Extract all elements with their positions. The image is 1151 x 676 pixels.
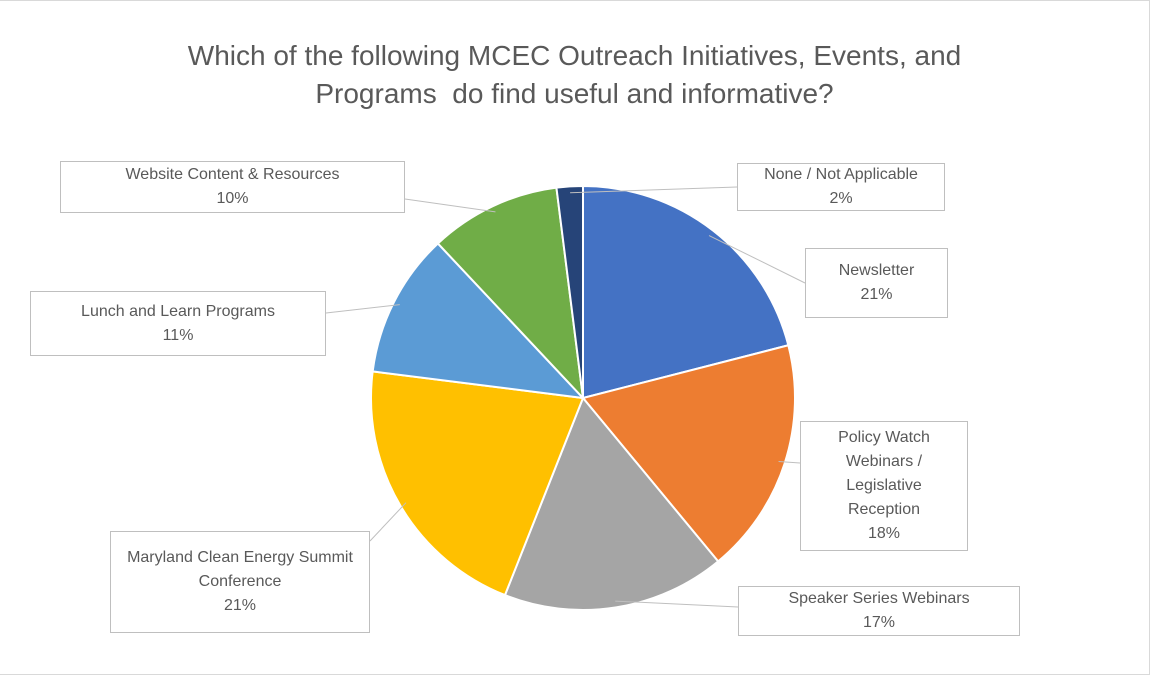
value-label: 11% (162, 326, 194, 344)
data-label: Speaker Series Webinars 17% (738, 586, 1020, 636)
value-label: 17% (862, 614, 896, 631)
pie-slice (371, 242, 586, 400)
leader-line (404, 198, 496, 213)
data-label: None / Not Applicable 2% (737, 163, 945, 211)
pie-slice (436, 186, 585, 401)
category-label: Newsletter (838, 262, 915, 279)
pie-slice (555, 184, 584, 399)
category-label: None / Not Applicable (764, 166, 918, 183)
data-label: Maryland Clean Energy Summit Conference 2… (110, 531, 370, 633)
leader-line (570, 186, 738, 194)
leader-line (369, 502, 407, 542)
pie-slice (503, 396, 720, 611)
data-label: Policy Watch Webinars / Legislative Rece… (800, 421, 968, 551)
pie-slice (582, 184, 790, 400)
data-label: Lunch and Learn Programs 11% (30, 291, 326, 356)
pie-slice (370, 370, 585, 597)
chart-title: Which of the following MCEC Outreach Ini… (187, 40, 970, 109)
leader-line (325, 304, 400, 314)
data-label: Website Content & Resources 10% (60, 161, 405, 213)
category-label: Website Content & Resources (125, 166, 340, 183)
value-label: 21% (860, 286, 893, 303)
pie-slice (581, 344, 796, 563)
category-label: Policy Watch Webinars / Legislative Rece… (838, 429, 930, 518)
category-label: Maryland Clean Energy Summit Conference (127, 549, 353, 590)
value-label: 21% (223, 597, 257, 614)
leader-line (615, 600, 739, 608)
data-label: Newsletter 21% (805, 248, 948, 318)
value-label: 18% (867, 525, 901, 542)
leader-line (778, 461, 801, 464)
value-label: 10% (216, 190, 249, 207)
leader-line (708, 235, 806, 284)
value-label: 2% (829, 190, 853, 207)
category-label: Speaker Series Webinars (788, 590, 970, 607)
category-label: Lunch and Learn Programs (81, 302, 275, 320)
